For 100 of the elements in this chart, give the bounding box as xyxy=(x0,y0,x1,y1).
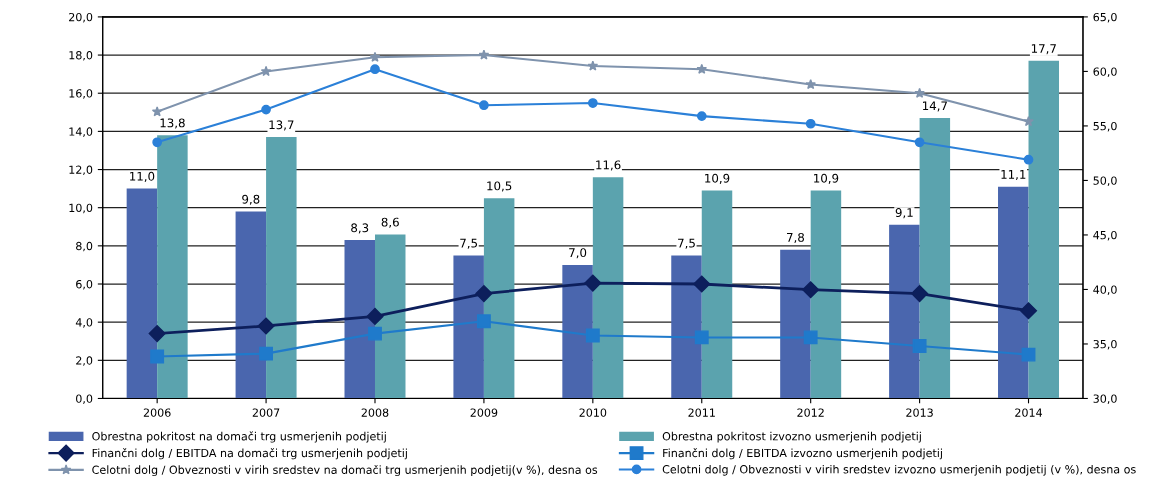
y2-tick-label: 60,0 xyxy=(1093,67,1117,77)
data-label: 8,6 xyxy=(381,217,399,228)
x-tick-label: 2013 xyxy=(906,408,933,417)
y2-tick-label: 30,0 xyxy=(1093,394,1117,404)
bar xyxy=(344,240,375,399)
bar xyxy=(375,234,406,399)
legend-label: Obrestna pokritost na domači trg usmerjenih podjetij xyxy=(92,431,386,443)
bar xyxy=(919,118,951,399)
bar xyxy=(889,224,920,399)
point xyxy=(475,284,493,303)
data-label: 9,8 xyxy=(242,194,260,205)
point xyxy=(587,98,598,108)
point xyxy=(911,284,929,303)
y-tick-label: 6,0 xyxy=(76,279,93,290)
data-label: 7,5 xyxy=(678,238,695,249)
x-tick-label: 2011 xyxy=(688,408,715,417)
point xyxy=(696,63,708,74)
y-tick-label: 8,0 xyxy=(76,241,93,252)
x-tick-label: 2014 xyxy=(1015,408,1043,417)
point xyxy=(1019,302,1038,320)
x-tick-label: 2010 xyxy=(579,408,607,417)
data-label: 7,5 xyxy=(460,238,478,249)
y2-tick-label: 35,0 xyxy=(1093,339,1117,350)
point xyxy=(694,330,709,345)
y2-tick-label: 50,0 xyxy=(1093,176,1117,186)
bar xyxy=(562,264,593,399)
point xyxy=(478,49,490,60)
point xyxy=(802,281,820,299)
bar xyxy=(235,211,267,399)
data-label: 10,9 xyxy=(705,173,730,184)
y-tick-label: 4,0 xyxy=(75,318,93,328)
bar xyxy=(592,177,624,399)
y-tick-label: 2,0 xyxy=(76,356,93,366)
x-tick-label: 2012 xyxy=(797,408,824,417)
bar xyxy=(998,186,1029,399)
point xyxy=(148,325,166,343)
point xyxy=(152,137,163,148)
bar xyxy=(780,249,811,399)
bar xyxy=(671,255,702,399)
legend-label: Finančni dolg / EBITDA izvozno usmerjenih podjetij xyxy=(663,448,942,460)
data-label: 17,7 xyxy=(1031,44,1056,55)
data-label: 10,5 xyxy=(487,181,512,192)
data-label: 13,8 xyxy=(160,118,185,129)
y2-tick-label: 40,0 xyxy=(1093,285,1117,295)
point xyxy=(151,106,163,117)
point xyxy=(914,137,925,148)
point xyxy=(1021,347,1036,362)
y-tick-label: 10,0 xyxy=(69,203,93,214)
point xyxy=(805,118,816,129)
point xyxy=(805,78,816,90)
bar xyxy=(453,255,484,399)
y-tick-label: 12,0 xyxy=(69,165,93,176)
data-label: 9,1 xyxy=(895,208,913,219)
y2-tick-label: 65,0 xyxy=(1093,12,1117,23)
y2-tick-label: 45,0 xyxy=(1093,230,1117,241)
bar xyxy=(1028,60,1060,399)
point xyxy=(261,104,271,115)
point xyxy=(693,275,711,293)
point xyxy=(585,328,600,343)
x-tick-label: 2006 xyxy=(143,408,171,417)
legend-label: Obrestna pokritost izvozno usmerjenih podjetij xyxy=(662,431,921,443)
point xyxy=(914,87,925,98)
data-label: 13,7 xyxy=(269,120,294,131)
point xyxy=(369,51,381,62)
point xyxy=(696,111,707,121)
point xyxy=(479,100,489,111)
data-label: 11,0 xyxy=(130,171,155,182)
data-label: 8,3 xyxy=(351,223,369,234)
point xyxy=(476,314,491,329)
y-tick-label: 0,0 xyxy=(76,394,93,404)
data-label: 7,0 xyxy=(569,248,587,259)
point xyxy=(150,349,165,364)
legend-label: Finančni dolg / EBITDA na domači trg usmerjenih podjetij xyxy=(92,448,407,460)
point xyxy=(1023,116,1034,127)
point xyxy=(803,330,818,345)
point xyxy=(260,65,272,77)
point xyxy=(370,64,380,75)
data-label: 7,8 xyxy=(787,232,805,244)
data-label: 14,7 xyxy=(923,101,947,112)
y-tick-label: 14,0 xyxy=(69,127,93,137)
data-label: 11,1 xyxy=(1001,170,1026,181)
point xyxy=(257,317,275,335)
data-label: 10,9 xyxy=(814,173,839,184)
data-label: 11,6 xyxy=(596,160,621,171)
bar xyxy=(483,198,515,399)
x-tick-label: 2007 xyxy=(252,408,280,417)
point xyxy=(368,326,382,341)
point xyxy=(259,346,274,361)
x-tick-label: 2009 xyxy=(470,408,498,417)
y2-tick-label: 55,0 xyxy=(1093,121,1117,132)
legend-label: Celotni dolg / Obveznosti v virih sredstev na domači trg usmerjenih podjetij(v %), desna os xyxy=(92,464,598,477)
point xyxy=(1023,154,1034,165)
bar xyxy=(266,137,297,399)
y-tick-label: 18,0 xyxy=(69,51,93,61)
bar xyxy=(810,190,842,399)
y-tick-label: 16,0 xyxy=(69,89,93,99)
y-tick-label: 20,0 xyxy=(69,12,93,23)
x-tick-label: 2008 xyxy=(361,408,389,417)
point xyxy=(366,307,384,325)
bar xyxy=(701,190,733,399)
